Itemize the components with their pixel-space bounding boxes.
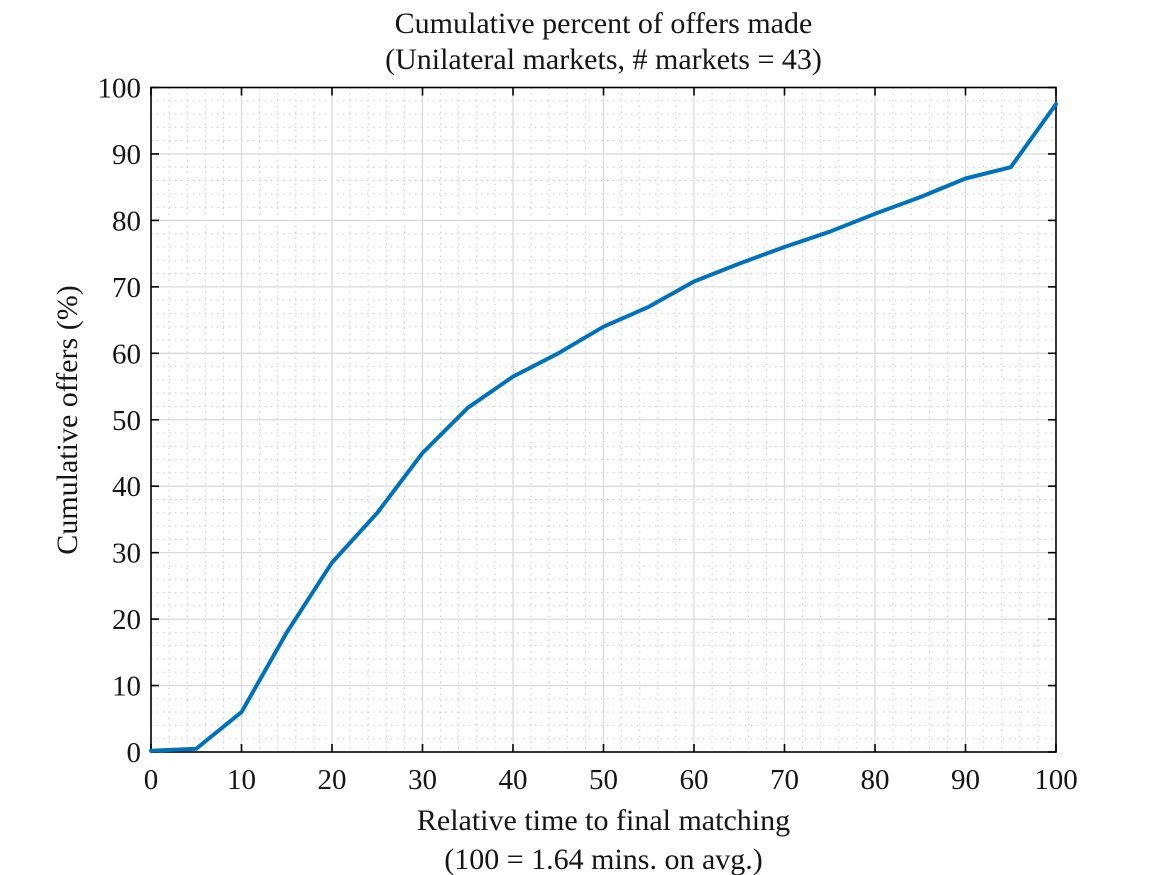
y-tick-label: 0 (127, 737, 142, 769)
x-tick-label: 40 (499, 764, 528, 796)
tick-labels: 0 10 20 30 40 50 60 70 80 90 100 0 10 20 30 40 50 60 70 80 9… (98, 73, 1078, 797)
x-tick-label: 50 (589, 764, 618, 796)
x-axis-label-line1: Relative time to final matching (416, 804, 791, 837)
chart-title-line2: (Unilateral markets, # markets = 43) (385, 43, 822, 76)
cumulative-offers-line (149, 102, 1058, 753)
y-tick-label: 90 (112, 139, 141, 171)
x-tick-label: 70 (770, 764, 799, 796)
major-gridlines (151, 87, 1056, 752)
y-tick-label: 70 (112, 272, 141, 304)
y-tick-label: 10 (112, 671, 141, 703)
y-tick-label: 60 (112, 338, 141, 370)
x-tick-label: 90 (951, 764, 980, 796)
y-tick-label: 30 (112, 538, 141, 570)
data-line (149, 102, 1058, 753)
y-tick-label: 20 (112, 604, 141, 636)
y-axis-label: Cumulative offers (%) (51, 285, 84, 555)
y-tick-label: 50 (112, 405, 141, 437)
x-tick-label: 60 (680, 764, 709, 796)
y-tick-label: 40 (112, 471, 141, 503)
x-tick-label: 100 (1034, 764, 1078, 796)
chart-title: Cumulative percent of offers made (Unila… (151, 6, 1056, 78)
axis-box (150, 86, 1057, 753)
x-tick-label: 0 (144, 764, 159, 796)
plot-border (150, 86, 1057, 753)
x-tick-label: 10 (227, 764, 256, 796)
x-tick-label: 30 (408, 764, 437, 796)
y-tick-label: 80 (112, 205, 141, 237)
x-axis-label-line2: (100 = 1.64 mins. on avg.) (444, 843, 763, 875)
minor-gridlines (151, 87, 1056, 752)
x-axis-label: Relative time to final matching (100 = 1… (151, 801, 1056, 875)
y-tick-label: 100 (98, 73, 142, 105)
x-tick-label: 20 (318, 764, 347, 796)
x-tick-label: 80 (861, 764, 890, 796)
chart-title-line1: Cumulative percent of offers made (394, 7, 813, 40)
